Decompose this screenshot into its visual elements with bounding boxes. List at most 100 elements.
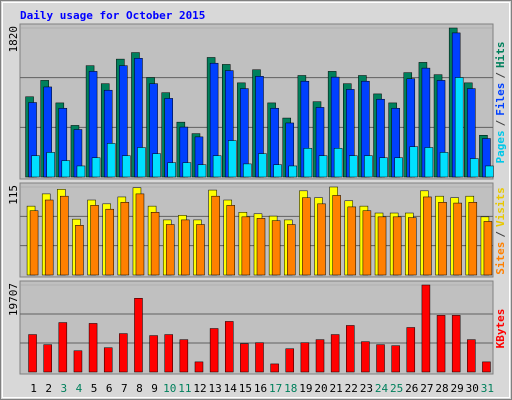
bar xyxy=(482,361,491,373)
bar xyxy=(61,160,71,178)
x-tick-label: 24 xyxy=(375,382,389,395)
bar xyxy=(288,165,298,178)
x-tick-label: 15 xyxy=(239,382,252,395)
bar xyxy=(226,205,235,276)
bar xyxy=(29,210,39,276)
bar xyxy=(179,339,189,373)
bar xyxy=(212,155,222,178)
x-tick-label: 4 xyxy=(76,382,83,395)
bar xyxy=(258,153,267,178)
bar xyxy=(134,298,143,373)
bar xyxy=(88,323,98,373)
bar xyxy=(135,193,145,276)
bar xyxy=(75,225,84,276)
bar xyxy=(44,199,54,276)
bar xyxy=(150,212,160,276)
x-tick-label: 9 xyxy=(151,382,158,395)
bar xyxy=(197,164,207,178)
x-tick-label: 14 xyxy=(224,382,238,395)
bar xyxy=(408,217,417,276)
legend-entry: Visits xyxy=(494,187,507,227)
legend-entry: Files xyxy=(494,83,507,116)
x-tick-label: 28 xyxy=(435,382,448,395)
bar xyxy=(164,334,173,373)
bar xyxy=(349,155,358,178)
bar xyxy=(211,195,220,276)
bar xyxy=(196,224,205,276)
bar xyxy=(106,143,116,178)
x-tick-label: 19 xyxy=(299,382,312,395)
bar xyxy=(76,165,86,178)
bar xyxy=(194,361,204,373)
bar xyxy=(90,205,99,276)
x-tick-label: 6 xyxy=(106,382,113,395)
bar xyxy=(271,220,281,276)
legend: Sites / Visits xyxy=(494,187,507,275)
legend: KBytes xyxy=(494,309,507,349)
bar xyxy=(332,195,341,276)
x-tick-label: 11 xyxy=(178,382,191,395)
legend-entry: Sites xyxy=(494,242,507,275)
bar xyxy=(209,328,219,373)
x-tick-label: 16 xyxy=(254,382,267,395)
bar xyxy=(483,221,493,276)
x-tick-label: 31 xyxy=(481,382,494,395)
bar xyxy=(436,315,446,373)
bar xyxy=(453,202,462,276)
x-tick-label: 5 xyxy=(91,382,98,395)
y-tick-label: 1820 xyxy=(7,26,20,53)
bar xyxy=(285,348,295,373)
legend-entry: Pages xyxy=(494,130,507,163)
bar xyxy=(119,333,128,373)
x-tick-label: 13 xyxy=(208,382,221,395)
y-tick-label: 19707 xyxy=(7,283,20,316)
x-tick-label: 8 xyxy=(136,382,143,395)
x-tick-label: 3 xyxy=(61,382,68,395)
x-tick-label: 18 xyxy=(284,382,297,395)
x-tick-label: 26 xyxy=(405,382,418,395)
bar xyxy=(454,77,464,178)
x-tick-label: 27 xyxy=(420,382,433,395)
x-tick-label: 23 xyxy=(360,382,373,395)
bar xyxy=(303,148,313,178)
bar xyxy=(300,342,310,373)
x-tick-label: 1 xyxy=(30,382,37,395)
legend-separator: / xyxy=(494,119,507,126)
bar xyxy=(451,315,461,373)
x-tick-label: 29 xyxy=(451,382,464,395)
bar xyxy=(255,342,264,373)
x-tick-label: 10 xyxy=(163,382,176,395)
legend-separator: / xyxy=(494,231,507,238)
bar xyxy=(287,224,296,276)
bar xyxy=(364,155,373,178)
legend: Pages / Files / Hits xyxy=(494,42,507,164)
bar xyxy=(391,345,400,373)
bar xyxy=(347,206,357,276)
bar xyxy=(58,322,68,373)
x-tick-label: 22 xyxy=(345,382,358,395)
bar xyxy=(421,284,431,373)
x-tick-label: 2 xyxy=(45,382,52,395)
bar xyxy=(240,343,249,373)
bar xyxy=(406,327,416,373)
x-tick-label: 30 xyxy=(466,382,479,395)
bar xyxy=(243,163,252,178)
chart-title: Daily usage for October 2015 xyxy=(20,9,205,22)
legend-entry: KBytes xyxy=(494,309,507,349)
legend-entry: Hits xyxy=(494,42,507,69)
bar xyxy=(315,339,325,373)
bar xyxy=(73,350,83,373)
bar xyxy=(423,196,432,276)
bar xyxy=(105,208,114,276)
bar xyxy=(167,162,176,178)
bar xyxy=(361,341,370,373)
bar xyxy=(31,155,40,178)
bar xyxy=(346,325,355,373)
bar xyxy=(103,347,113,373)
bar xyxy=(468,202,478,276)
y-tick-label: 115 xyxy=(7,185,20,205)
bar xyxy=(227,140,237,178)
bar xyxy=(376,344,385,373)
